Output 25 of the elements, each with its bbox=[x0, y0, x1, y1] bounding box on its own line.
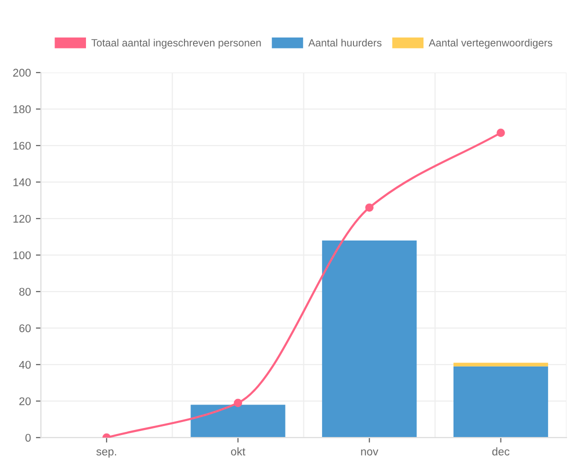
y-tick-label: 140 bbox=[13, 178, 31, 186]
y-tick-label: 40 bbox=[19, 360, 31, 369]
y-tick-label: 80 bbox=[19, 288, 31, 296]
legend-label: Totaal aantal ingeschreven personen bbox=[91, 38, 261, 49]
bar bbox=[453, 362, 548, 366]
bar bbox=[190, 404, 286, 438]
point bbox=[234, 398, 242, 408]
x-tick-label: dec bbox=[492, 447, 510, 456]
legend-label: Aantal huurders bbox=[308, 38, 382, 47]
bar bbox=[322, 240, 417, 438]
x-tick-label: nov bbox=[361, 449, 378, 456]
y-tick-label: 60 bbox=[19, 324, 31, 332]
bar bbox=[453, 366, 548, 438]
point bbox=[365, 203, 374, 212]
point bbox=[496, 128, 505, 137]
x-tick-label: sep. bbox=[96, 449, 116, 458]
y-tick-label: 120 bbox=[13, 214, 31, 223]
y-tick-label: 180 bbox=[13, 105, 31, 114]
legend-label: Aantal vertegenwoordigers bbox=[428, 38, 552, 49]
y-tick-label: 100 bbox=[13, 251, 31, 260]
y-tick-label: 20 bbox=[19, 397, 31, 406]
x-tick-label: okt bbox=[231, 447, 246, 456]
y-tick-label: 160 bbox=[13, 142, 31, 150]
y-tick-label: 200 bbox=[13, 68, 31, 77]
y-tick-label: 0 bbox=[25, 434, 31, 442]
